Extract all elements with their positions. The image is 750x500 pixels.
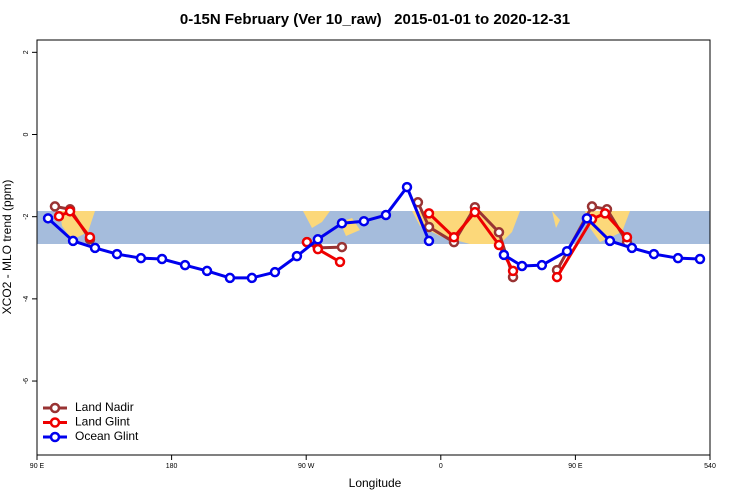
y-tick-label: -2 [23, 213, 30, 219]
point [561, 245, 573, 257]
point [312, 243, 324, 255]
point [586, 201, 598, 212]
point [604, 235, 616, 247]
series [42, 181, 706, 284]
point [423, 221, 435, 233]
point [42, 213, 54, 224]
point [135, 252, 147, 264]
x-tick-label: 540 [704, 463, 716, 470]
legend-label: Land Nadir [75, 400, 134, 414]
point [423, 208, 435, 219]
point [312, 234, 324, 245]
point [401, 181, 413, 193]
point [469, 206, 481, 218]
point [516, 260, 528, 272]
point [156, 253, 168, 265]
chart-title: 0-15N February (Ver 10_raw) 2015-01-01 t… [180, 11, 570, 28]
x-tick-label: 0 [439, 463, 443, 470]
point [648, 248, 660, 260]
legend-label: Land Glint [75, 415, 130, 429]
point [291, 250, 303, 262]
x-tick-label: 90 W [298, 463, 315, 470]
x-tick-label: 180 [166, 463, 178, 470]
legend-label: Ocean Glint [75, 429, 139, 443]
point [358, 215, 370, 227]
point [536, 259, 548, 271]
x-tick-label: 90 E [568, 463, 583, 470]
point [621, 231, 633, 243]
point [493, 227, 505, 238]
legend-marker [49, 417, 61, 428]
point [89, 242, 101, 254]
point [84, 231, 96, 243]
point [224, 272, 236, 284]
land [552, 211, 560, 228]
y-tick-label: 0 [23, 132, 30, 136]
x-tick-label: 90 E [30, 463, 45, 470]
point [581, 213, 593, 224]
point [694, 253, 706, 265]
point [201, 265, 213, 277]
point [626, 242, 638, 254]
point [53, 211, 65, 222]
y-tick-label: 2 [23, 50, 30, 54]
point [672, 252, 684, 264]
y-axis-label: XCO2 - MLO trend (ppm) [0, 180, 14, 315]
point [64, 206, 76, 217]
point [448, 231, 460, 243]
point [246, 272, 258, 284]
point [179, 259, 191, 271]
point [507, 265, 519, 277]
y-tick-label: -4 [23, 296, 30, 302]
point [423, 235, 435, 247]
x-axis-label: Longitude [349, 476, 402, 490]
point [49, 201, 61, 212]
point [67, 235, 79, 247]
point [111, 248, 123, 260]
point [498, 249, 510, 261]
point [336, 218, 348, 229]
point [334, 256, 346, 268]
point [336, 241, 348, 253]
legend-marker [49, 402, 61, 414]
y-tick-label: -6 [23, 378, 30, 384]
plot-frame [36, 39, 711, 456]
point [269, 266, 281, 278]
legend-marker [49, 431, 61, 443]
point [551, 271, 563, 283]
point [599, 208, 611, 219]
point [493, 239, 505, 251]
land [303, 211, 330, 228]
point [380, 209, 392, 221]
series [53, 206, 633, 283]
